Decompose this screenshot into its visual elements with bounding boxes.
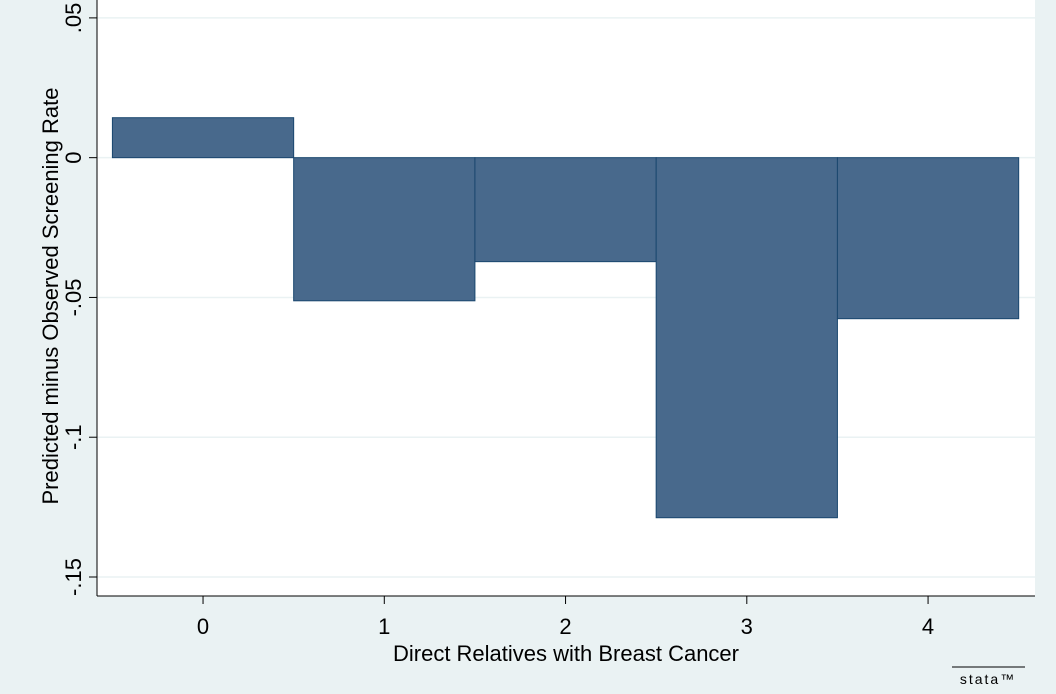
y-tick-label: -.05 <box>61 278 86 316</box>
bar <box>655 157 838 519</box>
y-tick-label: -.1 <box>61 424 86 450</box>
bar <box>474 157 657 263</box>
x-tick-label: 2 <box>559 614 571 639</box>
x-tick-label: 1 <box>378 614 390 639</box>
bar <box>111 117 295 159</box>
y-tick-label: -.15 <box>61 558 86 596</box>
x-tick-label: 3 <box>741 614 753 639</box>
x-axis-label: Direct Relatives with Breast Cancer <box>393 641 739 666</box>
bar <box>836 157 1020 320</box>
y-tick-label: 0 <box>61 152 86 164</box>
y-axis-label: Predicted minus Observed Screening Rate <box>38 88 63 505</box>
logo: stata™ <box>960 671 1016 687</box>
x-tick-label: 0 <box>197 614 209 639</box>
y-tick-label: .05 <box>61 3 86 34</box>
x-tick-label: 4 <box>922 614 934 639</box>
bar <box>293 157 476 302</box>
